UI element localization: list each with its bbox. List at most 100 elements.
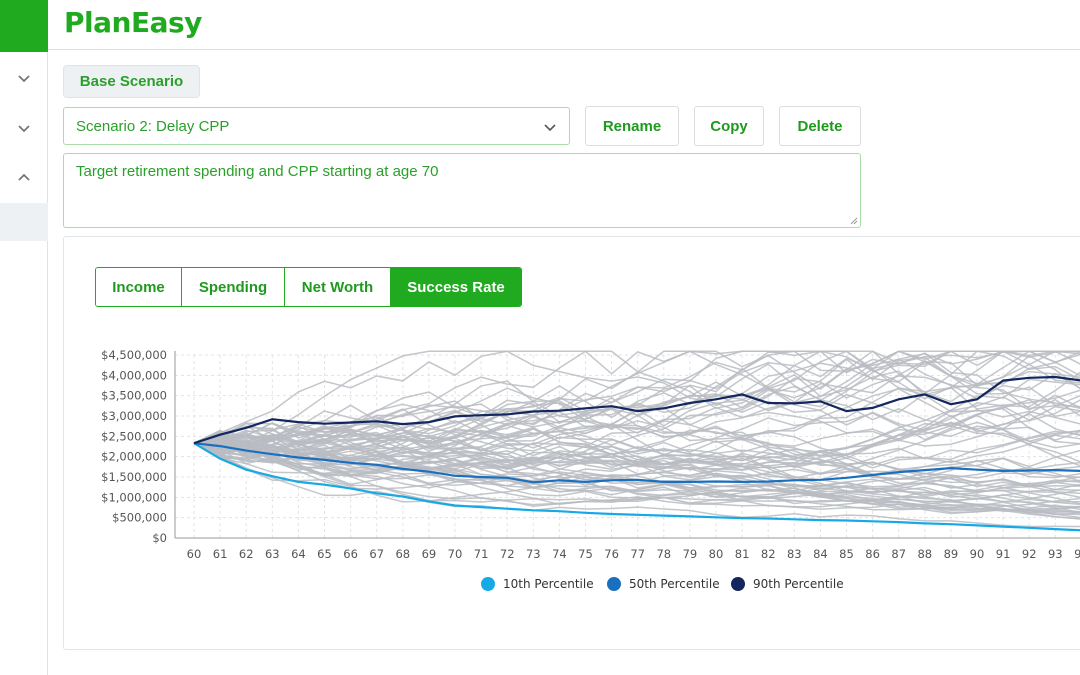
x-tick-label: 76 [604,547,619,561]
x-tick-label: 83 [787,547,802,561]
simulation-path [193,350,1080,444]
tab-income[interactable]: Income [96,268,182,306]
x-tick-label: 80 [709,547,724,561]
legend-label-90th: 90th Percentile [753,577,844,591]
y-tick-label: $1,000,000 [101,490,167,504]
legend-label-10th: 10th Percentile [503,577,594,591]
x-tick-label: 86 [865,547,880,561]
x-tick-label: 85 [839,547,854,561]
tab-net-worth[interactable]: Net Worth [285,268,391,306]
x-tick-label: 73 [526,547,541,561]
simulation-path [193,442,1080,528]
sidebar-active-item[interactable] [0,203,48,241]
y-tick-label: $4,500,000 [101,348,167,362]
sidebar-toggle-1[interactable] [0,58,48,98]
simulation-path [193,350,1080,452]
chevron-down-icon [18,125,30,133]
legend-swatch-90th [731,577,745,591]
x-tick-label: 63 [265,547,280,561]
simulation-path [193,440,1080,498]
x-tick-label: 74 [552,547,567,561]
x-tick-label: 61 [213,547,228,561]
scenario-select[interactable]: Scenario 2: Delay CPP [63,107,570,145]
simulation-path [193,387,1080,456]
simulation-path [193,435,1080,488]
base-scenario-button[interactable]: Base Scenario [63,65,200,98]
scenario-description-text: Target retirement spending and CPP start… [76,163,439,180]
chevron-down-icon [18,75,30,83]
x-tick-label: 87 [891,547,906,561]
x-tick-label: 92 [1022,547,1037,561]
simulation-path [193,442,1080,511]
x-tick-label: 68 [395,547,410,561]
chevron-down-icon [544,124,556,132]
simulation-path [193,350,1080,449]
x-tick-label: 78 [656,547,671,561]
x-tick-label: 64 [291,547,306,561]
series-line-50th [193,442,1080,484]
y-tick-label: $0 [152,531,167,545]
simulation-path [193,426,1080,503]
delete-button[interactable]: Delete [779,106,861,146]
x-tick-label: 89 [944,547,959,561]
x-tick-label: 66 [343,547,358,561]
x-tick-label: 81 [735,547,750,561]
simulation-path [193,420,1080,479]
sidebar-toggle-2[interactable] [0,108,48,148]
simulation-path [193,442,1080,513]
y-tick-label: $2,000,000 [101,450,167,464]
x-tick-label: 90 [970,547,985,561]
x-tick-label: 72 [500,547,515,561]
x-tick-label: 82 [761,547,776,561]
app-header: PlanEasy [48,0,1080,50]
scenario-description-field[interactable]: Target retirement spending and CPP start… [63,153,861,228]
tab-success-rate[interactable]: Success Rate [391,268,521,306]
x-tick-label: 70 [448,547,463,561]
simulation-path [193,350,1080,444]
success-rate-chart: $0 $500,000 $1,000,000 $1,500,000 $2,000,000… [101,348,1080,561]
app-title[interactable]: PlanEasy [64,6,202,39]
x-tick-label: 84 [813,547,828,561]
simulation-path [193,350,1080,463]
chevron-up-icon [18,173,30,181]
copy-button[interactable]: Copy [694,106,764,146]
x-tick-label: 60 [187,547,202,561]
x-tick-label: 91 [996,547,1011,561]
scenario-select-value: Scenario 2: Delay CPP [76,117,230,135]
y-tick-label: $2,500,000 [101,429,167,443]
x-tick-label: 67 [369,547,384,561]
legend-item-10th[interactable]: 10th Percentile [481,575,594,593]
legend-item-90th[interactable]: 90th Percentile [731,575,844,593]
y-tick-label: $3,000,000 [101,409,167,423]
legend-swatch-50th [607,577,621,591]
x-tick-label: 65 [317,547,332,561]
y-tick-label: $500,000 [112,511,167,525]
simulation-paths [193,350,1080,528]
chart-panel [63,236,1080,650]
simulation-path [193,351,1080,451]
x-tick-label: 88 [917,547,932,561]
tab-spending[interactable]: Spending [182,268,285,306]
x-tick-label: 93 [1048,547,1063,561]
legend-swatch-10th [481,577,495,591]
y-tick-label: $3,500,000 [101,389,167,403]
y-tick-label: $4,000,000 [101,368,167,382]
x-tick-label: 79 [683,547,698,561]
sidebar-toggle-3[interactable] [0,158,48,198]
resize-grip-icon[interactable] [850,217,858,225]
simulation-path [193,442,1080,482]
simulation-path [193,398,1080,468]
legend-label-50th: 50th Percentile [629,577,720,591]
simulation-path [193,433,1080,514]
x-tick-label: 77 [630,547,645,561]
y-tick-label: $1,500,000 [101,470,167,484]
sidebar [0,0,48,675]
series-line-10th [193,442,1080,532]
x-tick-label: 69 [422,547,437,561]
x-tick-label: 94 [1074,547,1080,561]
legend-item-50th[interactable]: 50th Percentile [607,575,720,593]
sidebar-brand-block [0,0,48,52]
rename-button[interactable]: Rename [585,106,679,146]
simulation-path [193,439,1080,514]
x-tick-label: 71 [474,547,489,561]
